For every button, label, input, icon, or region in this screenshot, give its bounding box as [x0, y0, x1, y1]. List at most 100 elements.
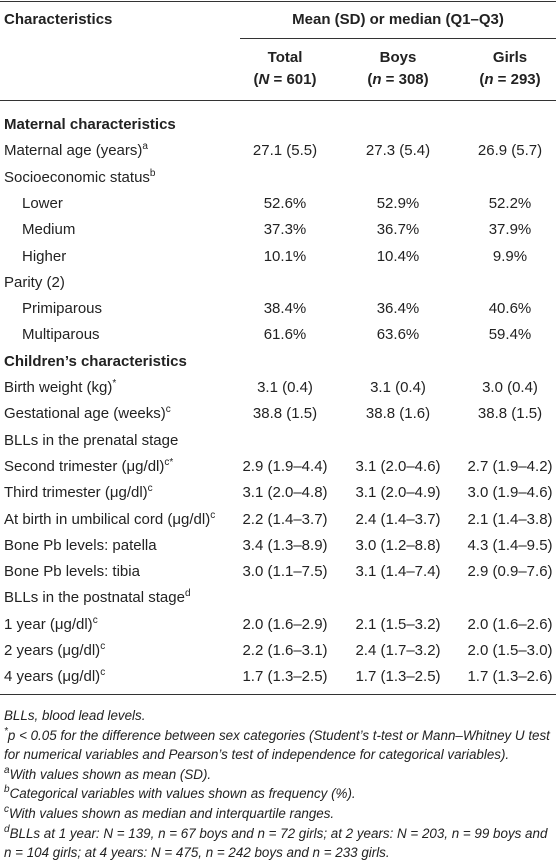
cell-value: 59.4%	[488, 326, 532, 344]
label-text: At birth in umbilical cord (μg/dl)	[4, 510, 211, 528]
cell-value: 27.1 (5.5)	[252, 142, 318, 160]
cell-value: 38.8 (1.5)	[477, 405, 543, 423]
row-label: 4 years (μg/dl)c	[4, 667, 105, 687]
label-superscript: c	[147, 483, 153, 495]
column-name: Girls	[492, 49, 528, 66]
cell-value: 3.1 (1.4–7.4)	[355, 563, 441, 581]
row-label: At birth in umbilical cord (μg/dl)c	[4, 510, 215, 530]
cell-value: 2.7 (1.9–4.2)	[467, 457, 553, 475]
cell-value: 27.3 (5.4)	[365, 142, 431, 160]
cell-value: 63.6%	[376, 326, 420, 344]
row-label: 1 year (μg/dl)c	[4, 615, 98, 635]
cell-value: 2.2 (1.6–3.1)	[242, 642, 328, 659]
footnote: cWith values shown as median and interqu…	[4, 804, 552, 824]
cell-value: 37.9%	[488, 221, 532, 239]
footnote-marker: d	[4, 823, 10, 835]
row-label: Birth weight (kg)*	[4, 378, 116, 398]
cell-value: 61.6%	[263, 326, 307, 344]
column-n-part: = 293)	[493, 71, 541, 88]
bottom-rule	[0, 694, 556, 695]
cell-value: 36.7%	[376, 221, 420, 239]
cell-value: 36.4%	[376, 300, 420, 318]
cell-value: 3.0 (0.4)	[482, 379, 538, 396]
label-text: 4 years (μg/dl)	[4, 668, 101, 686]
cell-value: 37.3%	[263, 221, 307, 239]
row-label: Gestational age (weeks)c	[4, 404, 171, 424]
label-text: Children’s characteristics	[4, 352, 187, 370]
cell-value: 10.4%	[376, 247, 420, 265]
column-n-part: n	[484, 71, 494, 88]
cell-value: 2.9 (0.9–7.6)	[467, 563, 553, 581]
label-superscript: c	[210, 509, 216, 521]
label-text: 2 years (μg/dl)	[4, 642, 101, 659]
cell-value: 4.3 (1.4–9.5)	[467, 536, 553, 554]
label-text: Higher	[22, 247, 67, 265]
column-n-part: (	[479, 71, 485, 88]
label-text: Maternal age (years)	[4, 142, 143, 160]
section-heading: Maternal characteristics	[4, 115, 176, 135]
row-label: Multiparous	[22, 325, 100, 345]
row-label: BLLs in the postnatal staged	[4, 588, 191, 608]
footnote-text: Categorical variables with values shown …	[9, 786, 356, 802]
cell-value: 2.0 (1.6–2.9)	[242, 615, 328, 633]
label-text: BLLs in the prenatal stage	[4, 431, 179, 449]
footnote: *p < 0.05 for the difference between sex…	[4, 726, 552, 765]
cell-value: 38.8 (1.5)	[252, 405, 318, 423]
cell-value: 3.1 (0.4)	[370, 379, 426, 396]
label-text: 1 year (μg/dl)	[4, 615, 93, 633]
column-name: Boys	[379, 49, 417, 66]
column-n-part: N	[258, 71, 270, 88]
label-superscript: c	[92, 614, 98, 626]
label-superscript: d	[184, 588, 191, 600]
footnote-text: p < 0.05 for the difference between sex …	[4, 727, 550, 763]
label-superscript: c*	[164, 456, 174, 468]
cell-value: 2.1 (1.4–3.8)	[467, 510, 553, 528]
cell-value: 3.1 (2.0–4.9)	[355, 484, 441, 502]
cell-value: 2.0 (1.5–3.0)	[467, 642, 553, 659]
cell-value: 52.9%	[376, 194, 420, 212]
cell-value: 1.7 (1.3–2.6)	[467, 668, 553, 686]
footnotes: BLLs, blood lead levels. *p < 0.05 for th…	[4, 706, 552, 863]
row-label: Bone Pb levels: tibia	[4, 562, 140, 582]
footnote: BLLs, blood lead levels.	[4, 706, 552, 726]
label-text: Maternal characteristics	[4, 116, 176, 133]
label-superscript: a	[142, 141, 148, 153]
row-label: Parity (2)	[4, 273, 65, 293]
row-label: Bone Pb levels: patella	[4, 536, 157, 556]
cell-value: 3.1 (2.0–4.6)	[355, 457, 441, 475]
label-superscript: c	[165, 404, 171, 416]
column-n: (n = 308)	[340, 70, 456, 90]
label-superscript: b	[149, 167, 156, 179]
label-text: Socioeconomic status	[4, 168, 150, 186]
cell-value: 3.0 (1.9–4.6)	[467, 484, 553, 502]
footnote-text: With values shown as median and interqua…	[9, 805, 335, 821]
cell-value: 2.1 (1.5–3.2)	[355, 615, 441, 633]
footnote-text: BLLs, blood lead levels.	[4, 708, 146, 723]
row-label: Lower	[22, 194, 63, 214]
column-n-part: = 601)	[269, 71, 317, 88]
section-heading: Children’s characteristics	[4, 352, 187, 372]
label-text: Bone Pb levels: patella	[4, 536, 157, 554]
footnote: aWith values shown as mean (SD).	[4, 765, 552, 785]
label-text: Second trimester (μg/dl)	[4, 457, 165, 475]
header-rule	[0, 100, 556, 101]
cell-value: 10.1%	[263, 247, 307, 265]
label-text: Medium	[22, 221, 76, 239]
row-label: Third trimester (μg/dl)c	[4, 483, 153, 503]
footnote: dBLLs at 1 year: N = 139, n = 67 boys an…	[4, 824, 552, 863]
column-n: (n = 293)	[452, 70, 556, 90]
cell-value: 2.9 (1.9–4.4)	[242, 457, 328, 475]
cell-value: 52.2%	[488, 194, 532, 212]
cell-value: 9.9%	[492, 247, 528, 265]
label-text: Bone Pb levels: tibia	[4, 563, 140, 581]
cell-value: 2.4 (1.7–3.2)	[355, 642, 441, 659]
label-text: Birth weight (kg)	[4, 379, 113, 396]
footnote-marker: c	[4, 803, 9, 815]
cell-value: 1.7 (1.3–2.5)	[242, 668, 328, 686]
label-text: Parity (2)	[4, 273, 65, 291]
cell-value: 3.4 (1.3–8.9)	[242, 536, 328, 554]
cell-value: 2.0 (1.6–2.6)	[467, 615, 553, 633]
cell-value: 38.4%	[263, 300, 307, 318]
column-n: (N = 601)	[227, 70, 343, 90]
